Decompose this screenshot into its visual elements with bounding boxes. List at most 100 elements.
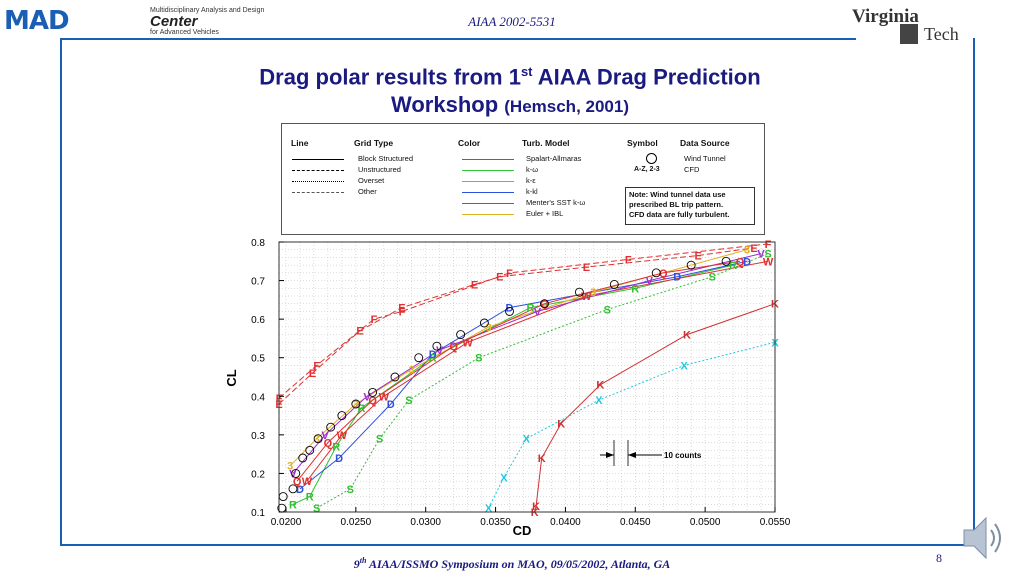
series-marker-V: V: [757, 249, 765, 261]
y-tick-label: 0.8: [251, 238, 265, 249]
series-marker-Q: Q: [659, 268, 668, 280]
wind-tunnel-point: [291, 468, 301, 478]
series-marker-3: 3: [409, 364, 415, 376]
series-marker-E: E: [471, 279, 478, 291]
legend-turb-4: Menter's SST k-ω: [526, 198, 586, 207]
series-marker-R: R: [332, 441, 340, 453]
mad-logo-line2: Center: [150, 13, 198, 30]
series-marker-E: E: [398, 303, 405, 315]
series-marker-S: S: [405, 395, 412, 407]
series-marker-W: W: [302, 476, 313, 488]
series-marker-F: F: [506, 268, 513, 280]
series-curve-K: [534, 303, 776, 513]
legend-turb-0: Spalart-Allmaras: [526, 154, 582, 163]
chart-legend: Line Grid Type Color Turb. Model Symbol …: [281, 123, 765, 235]
x-tick-label: 0.0550: [760, 517, 791, 528]
series-marker-R: R: [306, 492, 314, 504]
wind-tunnel-point: [326, 422, 336, 432]
series-marker-3: 3: [590, 287, 596, 299]
series-curve-X: [488, 341, 776, 509]
speaker-icon[interactable]: [960, 512, 1010, 564]
series-marker-Q: Q: [736, 256, 745, 268]
series-marker-K: K: [683, 330, 691, 342]
x-tick-label: 0.0400: [550, 517, 581, 528]
series-marker-E: E: [496, 272, 503, 284]
mad-center-logo: MAD Multidisciplinary Analysis and Desig…: [4, 4, 294, 38]
y-axis-label: CL: [224, 369, 239, 386]
note-line-1: prescribed BL trip pattern.: [629, 200, 724, 209]
legend-line-dashdot: [292, 192, 344, 193]
legend-turb-2: k-ε: [526, 176, 536, 185]
series-marker-R: R: [729, 260, 737, 272]
series-marker-W: W: [337, 430, 348, 442]
title-line2-citation: (Hemsch, 2001): [504, 97, 629, 117]
series-marker-K: K: [538, 453, 546, 465]
note-line-0: Note: Wind tunnel data use: [629, 190, 726, 199]
series-marker-K: K: [531, 507, 539, 519]
series-marker-R: R: [289, 499, 297, 511]
paper-reference: AIAA 2002-5531: [468, 14, 556, 29]
legend-header-line: Line: [291, 138, 309, 148]
chart-marks: EEEEEEEEEFFFFFFFKKKKKKKXXXXXXSSSSSSSSRRR…: [275, 239, 779, 519]
series-marker-Q: Q: [449, 341, 458, 353]
x-axis-label: CD: [513, 523, 532, 538]
title-line1-post: AIAA Drag Prediction: [532, 64, 761, 90]
wind-tunnel-point: [313, 434, 323, 444]
wind-tunnel-point: [368, 387, 378, 397]
wind-tunnel-point: [414, 353, 424, 363]
series-marker-S: S: [475, 353, 482, 365]
y-tick-label: 0.1: [251, 508, 265, 519]
series-marker-V: V: [363, 391, 371, 403]
legend-grid-1: Unstructured: [358, 165, 401, 174]
y-tick-label: 0.2: [251, 469, 265, 480]
legend-header-symbol: Symbol: [627, 138, 658, 148]
series-marker-E: E: [309, 368, 316, 380]
legend-line-solid: [292, 159, 344, 160]
series-curve-S: [316, 253, 769, 509]
series-marker-E: E: [694, 251, 701, 263]
x-tick-label: 0.0200: [271, 517, 302, 528]
series-marker-Q: Q: [368, 395, 377, 407]
series-marker-X: X: [485, 503, 493, 515]
series-marker-W: W: [763, 256, 774, 268]
series-marker-F: F: [371, 314, 378, 326]
slide-title: Drag polar results from 1st AIAA Drag Pr…: [100, 58, 920, 121]
series-marker-Q: Q: [324, 438, 333, 450]
legend-color-line: [462, 203, 514, 204]
series-marker-E: E: [356, 326, 363, 338]
series-marker-3: 3: [314, 434, 320, 446]
legend-header-source: Data Source: [680, 138, 730, 148]
legend-header-turb: Turb. Model: [522, 138, 570, 148]
wind-tunnel-point: [479, 318, 489, 328]
series-marker-Q: Q: [293, 476, 302, 488]
mad-logo-line3: for Advanced Vehicles: [150, 29, 219, 36]
series-marker-V: V: [646, 276, 654, 288]
series-marker-K: K: [557, 418, 565, 430]
slide-frame-bottom: [60, 544, 975, 546]
series-marker-3: 3: [353, 399, 359, 411]
series-marker-F: F: [625, 254, 632, 266]
series-marker-S: S: [604, 305, 611, 317]
series-marker-F: F: [313, 360, 320, 372]
footer-sup: th: [359, 556, 367, 565]
legend-note: Note: Wind tunnel data use prescribed BL…: [625, 187, 755, 225]
y-tick-label: 0.4: [251, 392, 265, 403]
title-sup: st: [520, 64, 533, 79]
slide-frame-left: [60, 38, 62, 546]
vt-logo-line1: Virginia: [852, 6, 919, 27]
title-line2-main: Workshop: [391, 92, 505, 118]
virginia-tech-logo: Virginia Tech: [852, 6, 972, 46]
series-marker-X: X: [523, 434, 531, 446]
wind-tunnel-point: [651, 268, 661, 278]
series-marker-D: D: [743, 256, 751, 268]
series-curve-Q: [296, 260, 741, 482]
y-tick-label: 0.3: [251, 431, 265, 442]
plot-area-border: [278, 241, 776, 513]
slide-frame-right: [973, 38, 975, 546]
series-marker-W: W: [462, 337, 473, 349]
wind-tunnel-point: [686, 260, 696, 270]
series-curve-F: [278, 243, 769, 399]
series-curve-V: [292, 253, 762, 474]
series-marker-3: 3: [287, 461, 293, 473]
mad-logo-mark: MAD: [4, 6, 70, 36]
